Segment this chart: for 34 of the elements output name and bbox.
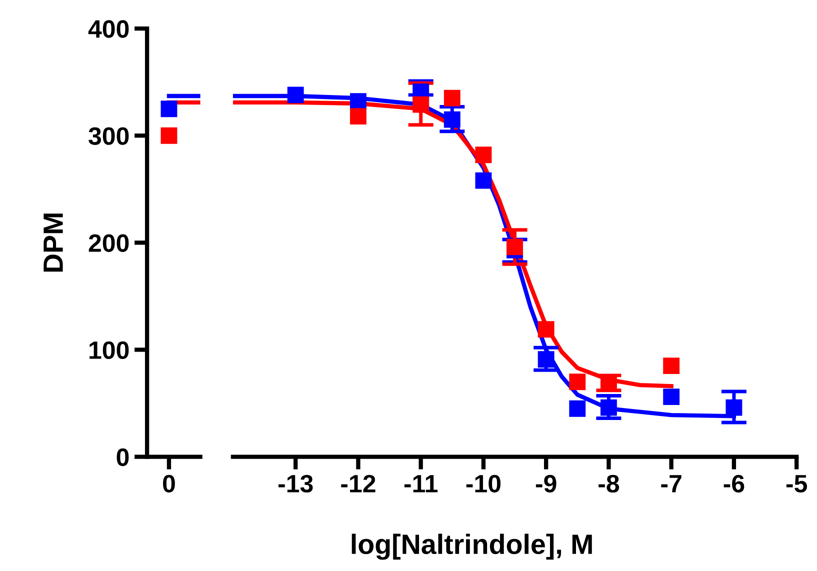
point: [444, 90, 460, 106]
y-tick-label: 300: [88, 127, 129, 145]
x-axis-title: log[Naltrindole], M: [352, 534, 592, 560]
x-tick-label: -11: [404, 475, 438, 492]
point: [444, 111, 460, 128]
y-tick-label: 200: [88, 234, 129, 252]
x-tick-label: -13: [278, 474, 313, 493]
x-tick-label: -7: [661, 475, 682, 492]
point: [600, 399, 617, 416]
point: [287, 86, 304, 104]
point: [569, 400, 586, 417]
x-tick-label: -5: [786, 475, 807, 493]
x-tick-label: -9: [536, 474, 556, 493]
x-tick-label: -6: [724, 474, 744, 493]
y-tick-label: 0: [116, 448, 129, 466]
x-tick-label: -12: [341, 474, 376, 492]
y-tick-label: 400: [88, 20, 129, 38]
point: [663, 388, 680, 406]
point: [475, 146, 492, 164]
point: [412, 96, 430, 113]
y-axis-title: DPM: [44, 214, 63, 272]
point: [475, 172, 492, 189]
y-tick-label: 100: [90, 341, 129, 360]
point: [538, 321, 554, 338]
point: [569, 374, 586, 390]
point: [350, 93, 366, 110]
point: [726, 399, 742, 416]
point: [538, 351, 554, 368]
point: [506, 238, 523, 256]
point: [663, 358, 680, 374]
x-tick-label: 0: [163, 474, 175, 493]
x-tick-label: -8: [598, 474, 620, 493]
point: [350, 108, 366, 125]
x-tick-label: -10: [466, 474, 501, 493]
